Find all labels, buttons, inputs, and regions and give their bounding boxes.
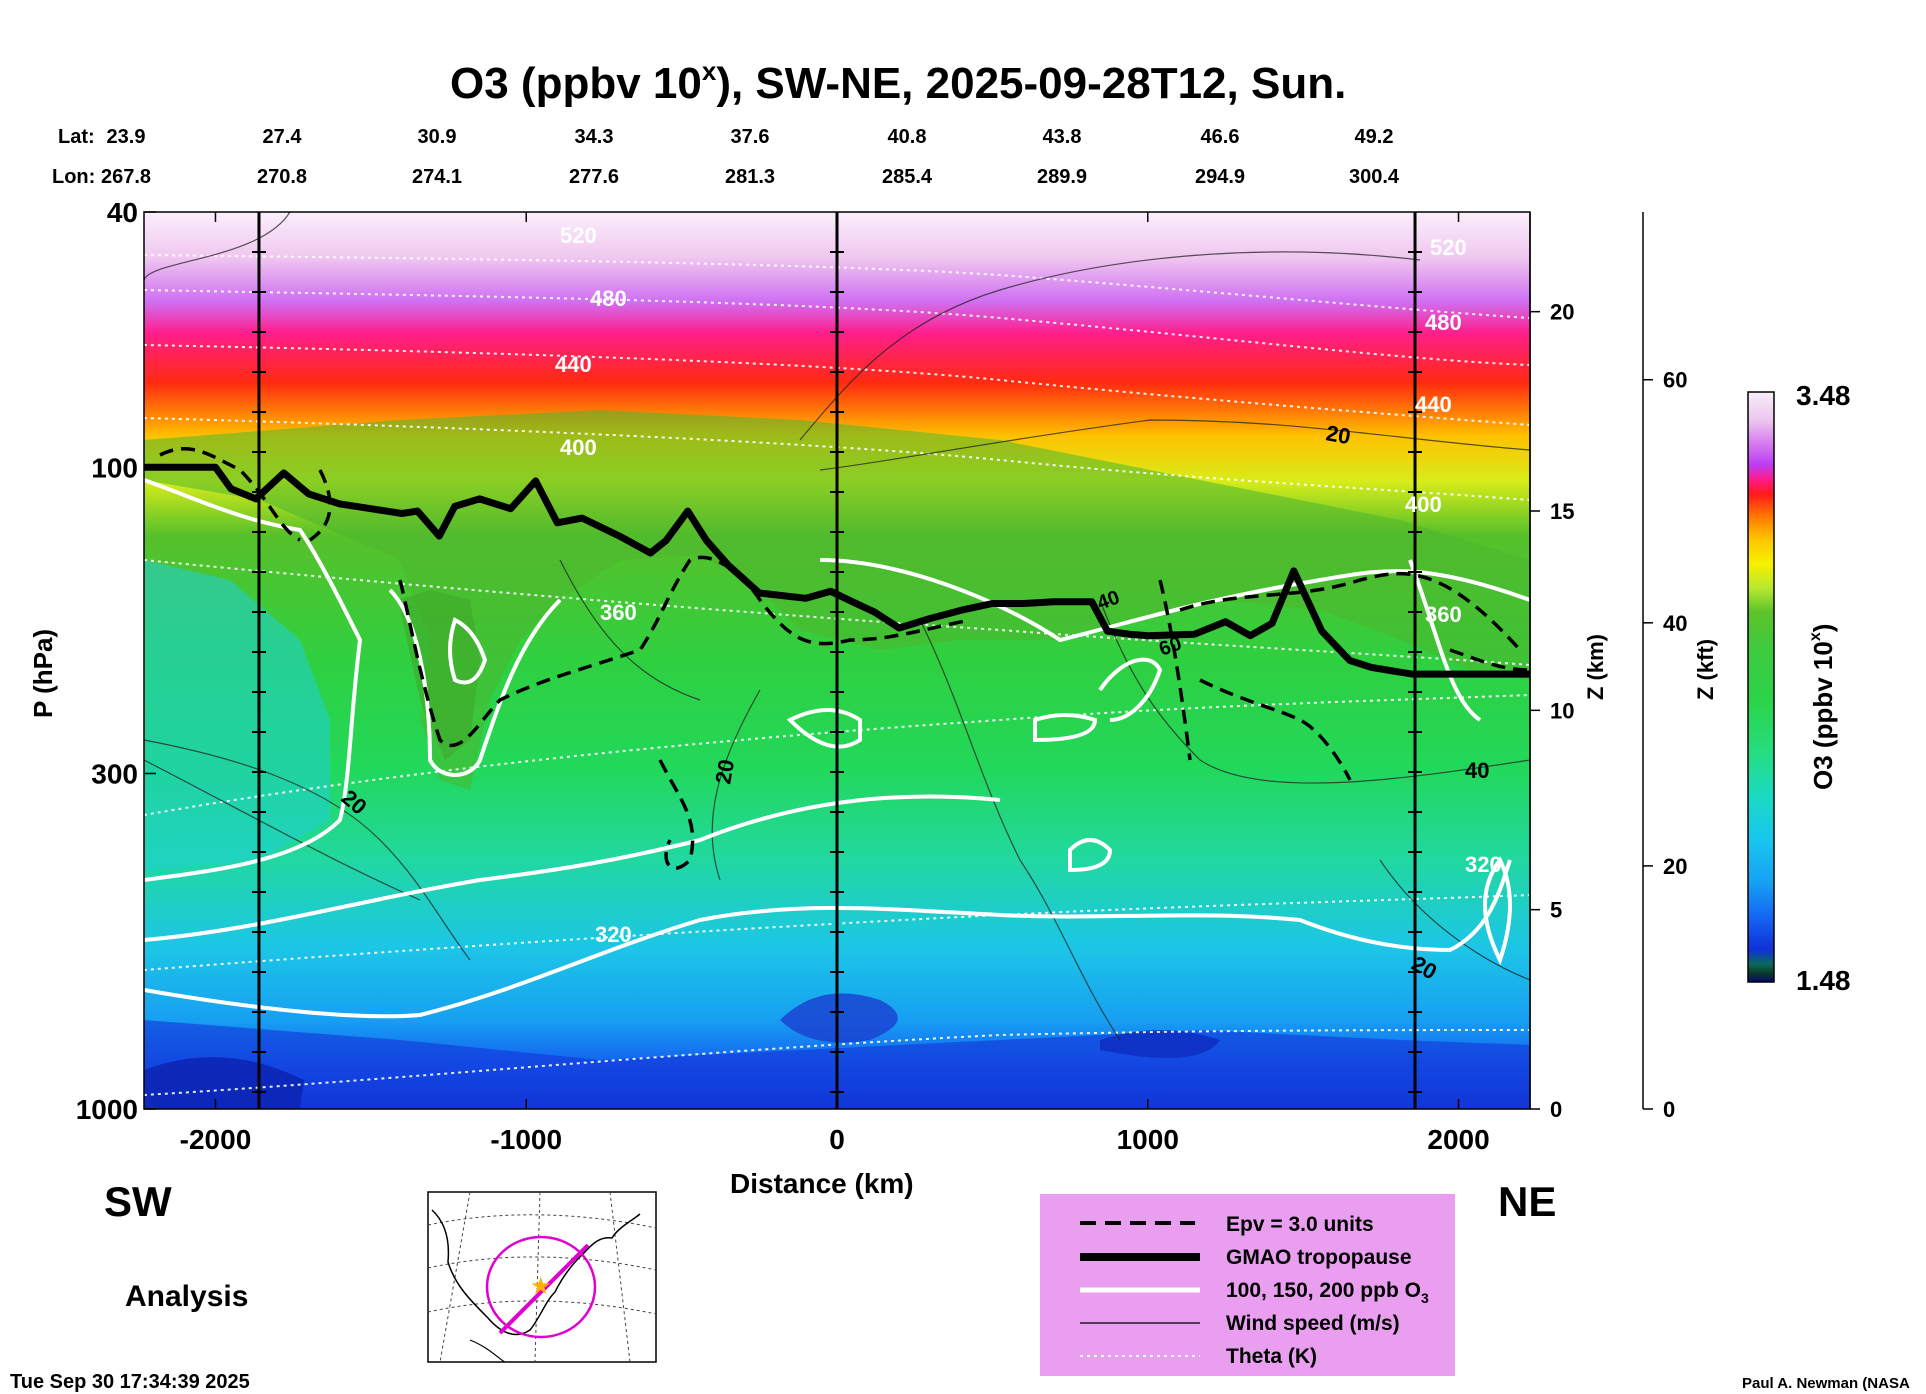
x-axis: -2000 -1000 0 1000 2000	[180, 212, 1490, 1155]
lat-value: 27.4	[263, 126, 303, 148]
lat-value: 46.6	[1201, 126, 1240, 148]
z-km-tick-label: 5	[1550, 898, 1562, 923]
z-km-axis: 0 5 10 15 20	[1529, 212, 1574, 1122]
o3-label: 520	[1430, 235, 1467, 260]
lat-value: 23.9	[107, 126, 146, 148]
z-km-tick-label: 15	[1550, 499, 1574, 524]
fold-core	[398, 590, 480, 760]
direction-ne: NE	[1498, 1178, 1556, 1225]
z-kft-tick-label: 40	[1663, 611, 1687, 636]
o3-label: 400	[1405, 492, 1442, 517]
legend-item-label: Wind speed (m/s)	[1226, 1312, 1400, 1335]
y-axis-pressure: 40 100 300 1000	[76, 197, 156, 1125]
section-path	[498, 1243, 590, 1335]
lat-lon-header: 23.9 267.8 27.4 270.8 30.9 274.1 34.3 277.6 37.6…	[101, 126, 1400, 188]
lon-value: 281.3	[725, 166, 775, 188]
wind-label: 20	[710, 757, 739, 785]
timestamp: Tue Sep 30 17:34:39 2025	[10, 1371, 250, 1393]
lon-value: 285.4	[882, 166, 933, 188]
domain-circle	[485, 1235, 597, 1339]
lat-value: 40.8	[888, 126, 927, 148]
plot-area: 520 480 440 400 360 320 320 520 480 440 …	[144, 212, 1530, 1109]
wind-label: 40	[1465, 758, 1489, 783]
o3-label: 400	[560, 435, 597, 460]
colorbar-title: O3 (ppbv 10x)	[1807, 624, 1838, 790]
z-kft-axis-title: Z (kft)	[1693, 639, 1718, 700]
low-ozone-blob-1	[780, 993, 898, 1043]
x-tick-label: 0	[829, 1124, 845, 1155]
lat-row-label: Lat:	[58, 126, 95, 148]
o3-label: 320	[1465, 852, 1502, 877]
z-kft-axis: 0 20 40 60	[1642, 212, 1687, 1122]
wind-speed-contours	[144, 212, 1530, 1041]
lon-value: 294.9	[1195, 166, 1245, 188]
legend-item-label: 100, 150, 200 ppb O3	[1226, 1279, 1429, 1306]
z-km-tick-label: 0	[1550, 1097, 1562, 1122]
chart-title: O3 (ppbv 10x), SW-NE, 2025-09-28T12, Sun…	[450, 56, 1346, 108]
z-km-axis-title: Z (km)	[1583, 634, 1608, 700]
y-tick-label: 300	[91, 758, 138, 789]
lat-value: 37.6	[731, 126, 770, 148]
o3-label: 320	[595, 922, 632, 947]
vertical-marker-lines	[251, 212, 1423, 1109]
colorbar-min-label: 1.48	[1796, 965, 1851, 996]
tropopause-line	[144, 463, 1530, 678]
o3-label: 520	[560, 223, 597, 248]
x-tick-label: 2000	[1427, 1124, 1489, 1155]
legend-item-label: GMAO tropopause	[1226, 1246, 1412, 1269]
o3-label: 480	[590, 286, 627, 311]
analysis-label: Analysis	[125, 1280, 248, 1313]
o3-label: 440	[1415, 392, 1452, 417]
y-tick-label: 40	[107, 197, 138, 228]
direction-sw: SW	[104, 1178, 172, 1225]
lat-value: 34.3	[575, 126, 614, 148]
z-kft-tick-label: 0	[1663, 1097, 1675, 1122]
legend-item-label: Theta (K)	[1226, 1345, 1317, 1368]
lon-value: 267.8	[101, 166, 151, 188]
lat-value: 43.8	[1043, 126, 1082, 148]
o3-label: 360	[600, 600, 637, 625]
epv-contours	[159, 447, 1530, 870]
credit: Paul A. Newman (NASA	[1742, 1375, 1910, 1392]
lat-value: 49.2	[1355, 126, 1394, 148]
y-tick-label: 100	[91, 452, 138, 483]
colorbar	[1747, 391, 1775, 983]
x-tick-label: -1000	[490, 1124, 562, 1155]
z-km-tick-label: 10	[1550, 698, 1574, 723]
x-axis-title: Distance (km)	[730, 1168, 914, 1199]
inset-map: ★	[427, 1191, 657, 1363]
legend-item-label: Epv = 3.0 units	[1226, 1213, 1374, 1236]
x-tick-label: -2000	[180, 1124, 252, 1155]
low-ozone-blob-3	[144, 1057, 304, 1109]
ozone-ppb-contours	[144, 478, 1530, 1019]
lon-value: 300.4	[1349, 166, 1400, 188]
colorbar-max-label: 3.48	[1796, 380, 1851, 411]
y-tick-label: 1000	[76, 1094, 138, 1125]
legend: Epv = 3.0 units GMAO tropopause 100, 150…	[1040, 1194, 1455, 1376]
x-tick-label: 1000	[1117, 1124, 1179, 1155]
lon-value: 274.1	[412, 166, 462, 188]
lat-value: 30.9	[418, 126, 457, 148]
y-axis-title: P (hPa)	[28, 629, 58, 718]
wind-label: 20	[1324, 420, 1352, 449]
z-kft-tick-label: 60	[1663, 368, 1687, 393]
o3-label: 360	[1425, 602, 1462, 627]
coastline	[431, 1209, 641, 1336]
center-star-icon: ★	[530, 1273, 552, 1300]
o3-label: 480	[1425, 310, 1462, 335]
lon-value: 277.6	[569, 166, 619, 188]
lon-row-label: Lon:	[52, 166, 95, 188]
lon-value: 270.8	[257, 166, 307, 188]
low-ozone-blob-2	[1100, 1030, 1220, 1058]
z-km-tick-label: 20	[1550, 300, 1574, 325]
o3-label: 440	[555, 352, 592, 377]
z-kft-tick-label: 20	[1663, 854, 1687, 879]
lon-value: 289.9	[1037, 166, 1087, 188]
